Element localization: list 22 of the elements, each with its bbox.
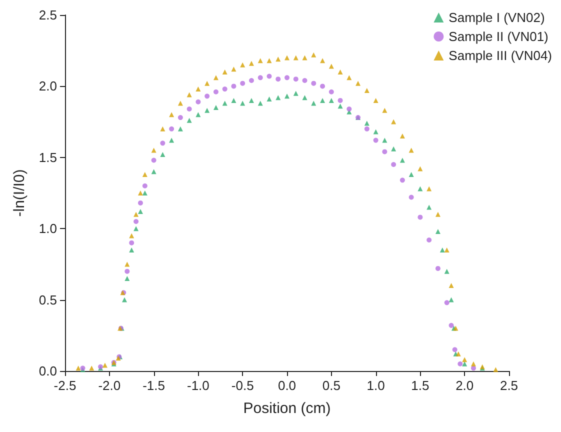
x-tick-label: -1.5 bbox=[142, 378, 166, 393]
legend-label: Sample I (VN02) bbox=[448, 10, 545, 25]
x-tick-label: -2.0 bbox=[98, 378, 121, 393]
y-tick-label: 0.0 bbox=[38, 364, 57, 378]
legend-label: Sample II (VN01) bbox=[448, 29, 548, 44]
x-axis-title: Position (cm) bbox=[243, 400, 331, 417]
x-tick-label: 2.5 bbox=[500, 378, 518, 393]
y-tick-label: 1.5 bbox=[38, 150, 57, 165]
y-tick-label: 2.0 bbox=[38, 78, 57, 94]
x-tick-label: 0.0 bbox=[278, 378, 296, 393]
x-tick-label: -2.5 bbox=[54, 378, 76, 393]
x-tick-label: 1.5 bbox=[411, 378, 430, 393]
x-tick-label: -0.5 bbox=[231, 378, 254, 393]
y-tick-label: 1.0 bbox=[38, 221, 57, 236]
y-tick-label: 0.5 bbox=[38, 292, 57, 308]
x-tick-label: -1.0 bbox=[186, 378, 210, 393]
x-tick-label: 2.0 bbox=[456, 378, 474, 393]
y-axis-title: -ln(I/I0) bbox=[11, 169, 28, 217]
x-tick-label: 1.0 bbox=[366, 378, 385, 393]
x-tick-label: 0.5 bbox=[322, 378, 340, 393]
legend-label: Sample III (VN04) bbox=[448, 48, 552, 63]
y-tick-label: 2.5 bbox=[38, 8, 57, 22]
